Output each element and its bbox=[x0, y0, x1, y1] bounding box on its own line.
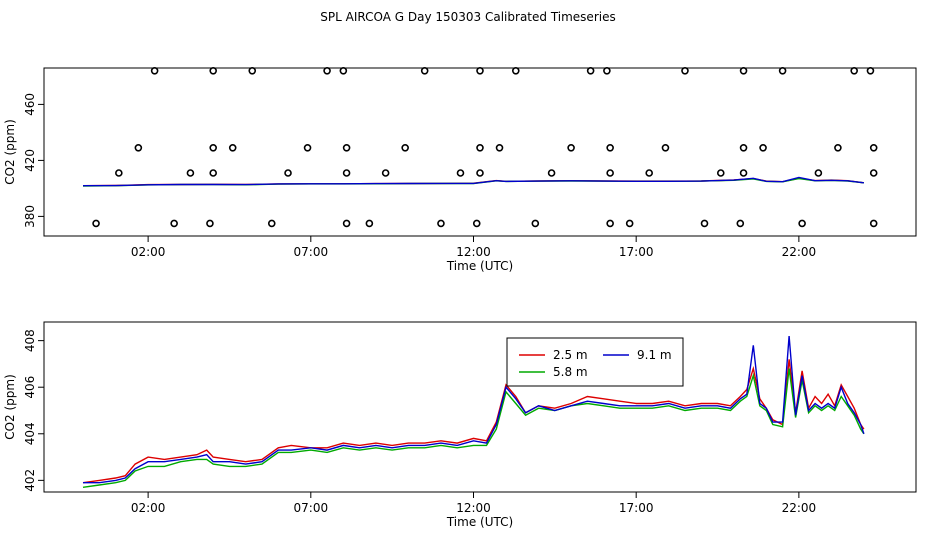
y-axis-label: CO2 (ppm) bbox=[3, 119, 17, 185]
legend-label: 9.1 m bbox=[637, 348, 672, 362]
data-point bbox=[401, 144, 409, 152]
y-tick-label: 408 bbox=[23, 329, 37, 352]
legend-label: 2.5 m bbox=[553, 348, 588, 362]
x-tick-label: 22:00 bbox=[782, 501, 817, 515]
data-point bbox=[547, 169, 556, 177]
y-tick-label: 420 bbox=[23, 149, 37, 172]
data-point bbox=[381, 169, 390, 177]
data-point bbox=[209, 169, 217, 177]
data-point bbox=[228, 144, 237, 152]
y-tick-label: 404 bbox=[23, 422, 37, 445]
data-point bbox=[778, 67, 787, 75]
data-point bbox=[739, 169, 748, 177]
data-point bbox=[798, 219, 806, 228]
data-point bbox=[339, 67, 348, 75]
data-point bbox=[209, 144, 217, 152]
data-point bbox=[739, 67, 748, 75]
data-point bbox=[150, 67, 159, 75]
data-point bbox=[869, 219, 878, 228]
x-tick-label: 22:00 bbox=[782, 245, 817, 259]
x-tick-label: 12:00 bbox=[456, 501, 491, 515]
data-point bbox=[716, 169, 725, 177]
data-point bbox=[625, 219, 634, 228]
data-point bbox=[284, 169, 292, 177]
data-point bbox=[606, 144, 614, 152]
x-tick-label: 17:00 bbox=[619, 501, 654, 515]
x-tick-label: 02:00 bbox=[131, 501, 166, 515]
data-point bbox=[606, 169, 614, 177]
data-point bbox=[531, 219, 540, 228]
data-point bbox=[511, 67, 520, 75]
legend-label: 5.8 m bbox=[553, 365, 588, 379]
data-point bbox=[814, 169, 823, 177]
x-tick-label: 17:00 bbox=[619, 245, 654, 259]
y-tick-label: 402 bbox=[23, 469, 37, 492]
data-point bbox=[342, 219, 351, 228]
data-point bbox=[700, 219, 709, 228]
data-point bbox=[170, 219, 178, 228]
data-point bbox=[850, 67, 858, 75]
data-point bbox=[603, 67, 611, 75]
data-point bbox=[476, 67, 484, 75]
data-point bbox=[736, 219, 745, 228]
data-point bbox=[586, 67, 595, 75]
panel-2 bbox=[38, 321, 917, 498]
data-point bbox=[476, 144, 484, 152]
series-line-2-5-m bbox=[82, 359, 865, 484]
data-point bbox=[437, 219, 445, 228]
panel-1 bbox=[38, 67, 917, 242]
data-point bbox=[92, 219, 100, 228]
data-point bbox=[866, 67, 875, 75]
data-point bbox=[759, 144, 767, 152]
data-point bbox=[365, 219, 374, 228]
figure-title: SPL AIRCOA G Day 150303 Calibrated Times… bbox=[320, 10, 616, 24]
data-point bbox=[661, 144, 670, 152]
data-point bbox=[472, 219, 481, 228]
legend-box bbox=[506, 337, 684, 387]
y-axis-label: CO2 (ppm) bbox=[3, 374, 17, 440]
data-point bbox=[645, 169, 653, 177]
data-point bbox=[134, 144, 143, 152]
data-point bbox=[186, 169, 195, 177]
data-point bbox=[248, 67, 257, 75]
plot-frame bbox=[43, 67, 917, 237]
data-point bbox=[342, 144, 351, 152]
data-point bbox=[834, 144, 842, 152]
data-point bbox=[342, 169, 351, 177]
series-line-5-8-m bbox=[82, 368, 865, 488]
data-point bbox=[681, 67, 689, 75]
data-point bbox=[420, 67, 429, 75]
x-axis-label: Time (UTC) bbox=[446, 515, 513, 529]
data-point bbox=[209, 67, 217, 75]
data-point bbox=[869, 169, 878, 177]
x-tick-label: 07:00 bbox=[294, 245, 329, 259]
y-tick-label: 406 bbox=[23, 376, 37, 399]
data-point bbox=[323, 67, 331, 75]
data-point bbox=[567, 144, 575, 152]
series-line-9-1-m bbox=[83, 335, 865, 484]
x-axis-label: Time (UTC) bbox=[446, 259, 513, 273]
data-point bbox=[267, 219, 276, 228]
series-line bbox=[82, 176, 864, 187]
x-tick-label: 07:00 bbox=[294, 501, 329, 515]
y-tick-label: 380 bbox=[23, 205, 37, 228]
data-point bbox=[206, 219, 214, 228]
data-point bbox=[606, 219, 614, 228]
data-point bbox=[739, 144, 748, 152]
data-point bbox=[495, 144, 504, 152]
data-point bbox=[869, 144, 878, 152]
y-tick-label: 460 bbox=[23, 93, 37, 116]
plot-frame bbox=[43, 321, 917, 493]
x-tick-label: 12:00 bbox=[456, 245, 491, 259]
data-point bbox=[456, 169, 465, 177]
data-point bbox=[115, 169, 123, 177]
x-tick-label: 02:00 bbox=[131, 245, 166, 259]
data-point bbox=[303, 144, 312, 152]
data-point bbox=[476, 169, 484, 177]
